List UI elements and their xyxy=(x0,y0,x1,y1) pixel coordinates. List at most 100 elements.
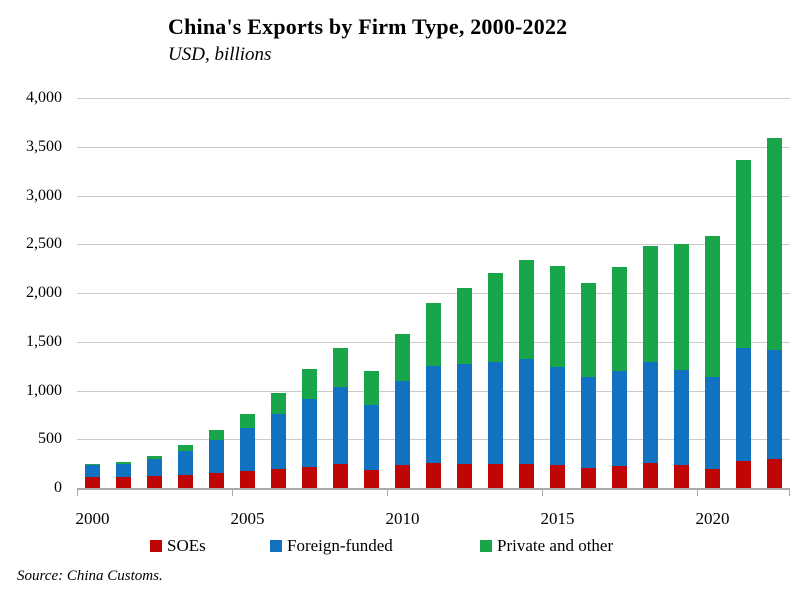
bar-segment-foreign-2012 xyxy=(457,364,472,464)
bar-segment-private-2005 xyxy=(240,413,255,429)
bar-segment-soe-2010 xyxy=(395,465,410,488)
bar-segment-soe-2018 xyxy=(643,463,658,488)
bar-segment-soe-2005 xyxy=(240,471,255,488)
bar-segment-foreign-2005 xyxy=(240,428,255,472)
bar-segment-foreign-2001 xyxy=(116,464,131,477)
y-tick-label-4000: 4,000 xyxy=(26,89,62,106)
legend: SOEs Foreign-funded Private and other xyxy=(0,536,800,556)
bar-segment-private-2015 xyxy=(550,266,565,368)
x-axis-tick xyxy=(542,489,543,496)
bar-segment-private-2020 xyxy=(705,235,720,377)
foreign-funded-swatch-icon xyxy=(270,540,282,552)
bar-segment-soe-2019 xyxy=(674,464,689,488)
y-tick-label-3000: 3,000 xyxy=(26,186,62,204)
bar-segment-soe-2006 xyxy=(271,469,286,488)
bar-segment-soe-2002 xyxy=(147,476,162,488)
bar-segment-foreign-2010 xyxy=(395,381,410,466)
x-tick-label-2020: 2020 xyxy=(695,509,730,528)
legend-label-foreign-funded: Foreign-funded xyxy=(287,536,393,555)
bar-segment-soe-2014 xyxy=(519,463,534,488)
bar-segment-soe-2003 xyxy=(178,474,193,488)
bar-segment-foreign-2020 xyxy=(705,376,720,469)
bar-segment-foreign-2009 xyxy=(364,404,379,471)
bar-segment-private-2021 xyxy=(736,160,751,349)
bar-segment-foreign-2002 xyxy=(147,459,162,477)
x-tick-label-2000: 2000 xyxy=(75,509,110,528)
bar-segment-soe-2022 xyxy=(767,459,782,488)
gridline xyxy=(77,244,790,246)
bar-segment-private-2004 xyxy=(209,430,224,440)
bar-segment-soe-2004 xyxy=(209,472,224,488)
bar-segment-soe-2000 xyxy=(85,476,100,488)
bar-segment-private-2014 xyxy=(519,259,534,359)
bar-segment-private-2022 xyxy=(767,137,782,350)
x-axis-tick xyxy=(77,489,78,496)
bar-segment-foreign-2015 xyxy=(550,367,565,465)
bar-segment-private-2007 xyxy=(302,369,317,399)
bar-segment-private-2017 xyxy=(612,267,627,371)
bar-segment-private-2011 xyxy=(426,302,441,366)
bar-segment-soe-2001 xyxy=(116,476,131,488)
bar-segment-foreign-2000 xyxy=(85,464,100,477)
bar-segment-private-2010 xyxy=(395,334,410,382)
x-tick-label-2010: 2010 xyxy=(385,509,420,528)
y-tick-label-1000: 1,000 xyxy=(26,381,62,399)
legend-label-private-and-other: Private and other xyxy=(497,536,614,555)
y-tick-label-0: 0 xyxy=(54,479,62,496)
x-tick-label-2015: 2015 xyxy=(540,509,575,528)
bar-segment-soe-2016 xyxy=(581,467,596,488)
private-and-other-swatch-icon xyxy=(480,540,492,552)
gridline xyxy=(77,146,790,148)
bar-segment-private-2016 xyxy=(581,283,596,378)
gridline xyxy=(77,293,790,294)
bar-segment-private-2009 xyxy=(364,370,379,405)
chart-title: China's Exports by Firm Type, 2000-2022 xyxy=(168,14,568,39)
chart-subtitle: USD, billions xyxy=(168,44,272,65)
bar-segment-foreign-2018 xyxy=(643,361,658,464)
bar-segment-private-2018 xyxy=(643,245,658,362)
soes-swatch-icon xyxy=(150,540,162,552)
bar-segment-foreign-2021 xyxy=(736,348,751,461)
bar-segment-foreign-2013 xyxy=(488,362,503,465)
bar-segment-foreign-2011 xyxy=(426,365,441,463)
y-tick-label-2000: 2,000 xyxy=(26,284,62,301)
bar-segment-private-2012 xyxy=(457,288,472,365)
bar-segment-soe-2017 xyxy=(612,465,627,488)
bar-segment-private-2019 xyxy=(674,244,689,371)
bar-segment-soe-2011 xyxy=(426,462,441,488)
x-axis-tick xyxy=(789,489,790,496)
bar-segment-foreign-2022 xyxy=(767,349,782,460)
y-tick-label-3500: 3,500 xyxy=(26,137,62,155)
legend-label-soes: SOEs xyxy=(167,536,206,555)
gridline xyxy=(77,98,790,99)
y-tick-label-1500: 1,500 xyxy=(26,332,62,350)
y-tick-label-2500: 2,500 xyxy=(26,235,62,253)
bar-segment-soe-2009 xyxy=(364,470,379,488)
bar-segment-soe-2013 xyxy=(488,464,503,488)
bar-segment-foreign-2017 xyxy=(612,370,627,466)
bar-segment-private-2013 xyxy=(488,272,503,363)
x-axis-tick xyxy=(697,489,698,496)
bar-segment-foreign-2008 xyxy=(333,386,348,464)
bar-segment-foreign-2003 xyxy=(178,451,193,475)
bar-segment-foreign-2019 xyxy=(674,370,689,465)
source-note: Source: China Customs. xyxy=(17,568,163,584)
bar-segment-soe-2020 xyxy=(705,468,720,488)
bar-segment-soe-2021 xyxy=(736,460,751,488)
bar-segment-private-2008 xyxy=(333,348,348,387)
bar-segment-soe-2012 xyxy=(457,463,472,488)
bar-segment-foreign-2006 xyxy=(271,414,286,470)
gridline xyxy=(77,195,790,197)
x-axis-tick xyxy=(232,489,233,496)
bar-segment-foreign-2016 xyxy=(581,377,596,468)
x-tick-label-2005: 2005 xyxy=(230,509,265,528)
x-axis-tick xyxy=(387,489,388,496)
bar-segment-soe-2008 xyxy=(333,463,348,488)
bar-segment-foreign-2004 xyxy=(209,439,224,473)
bar-segment-foreign-2014 xyxy=(519,358,534,464)
bar-segment-soe-2007 xyxy=(302,466,317,488)
bar-segment-private-2002 xyxy=(147,456,162,460)
plot-area xyxy=(77,98,790,490)
bar-segment-soe-2015 xyxy=(550,464,565,488)
bar-segment-private-2006 xyxy=(271,393,286,415)
